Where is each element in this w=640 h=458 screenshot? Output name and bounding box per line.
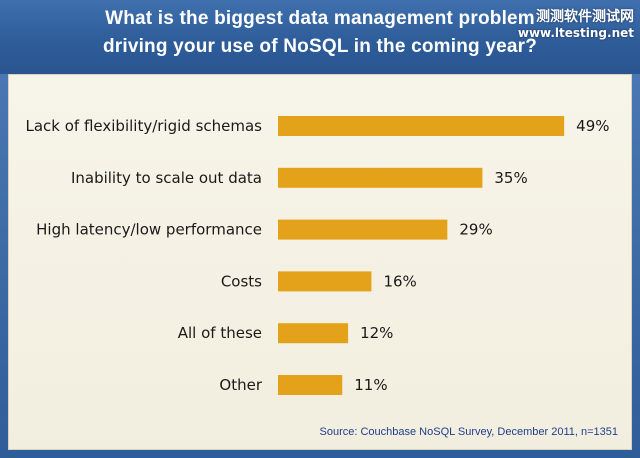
source-note: Source: Couchbase NoSQL Survey, December… [319,426,619,438]
bottom-border-strip [0,450,640,458]
chart-header: What is the biggest data management prob… [0,0,640,74]
bar [278,116,565,136]
category-label: Other [219,376,262,394]
value-label: 16% [383,272,416,290]
chart-title-line-2: driving your use of NoSQL in the coming … [102,36,538,57]
value-label: 35% [494,169,527,187]
category-label: Costs [221,272,262,290]
category-label: High latency/low performance [36,221,262,239]
bar [278,375,343,395]
value-label: 49% [576,117,609,135]
bar [278,167,483,188]
watermark-line-2: www.ltesting.net [517,26,634,40]
left-border-strip [0,74,8,458]
chart-title-line-1: What is the biggest data management prob… [105,8,535,29]
category-label: Inability to scale out data [71,169,262,187]
value-label: 12% [360,324,393,342]
bar [278,271,372,292]
bar [278,219,448,240]
watermark-line-1: 测测软件测试网 [536,9,634,25]
category-label: All of these [178,324,262,342]
value-label: 11% [354,376,387,394]
right-border-strip [632,74,640,458]
category-label: Lack of flexibility/rigid schemas [26,117,263,135]
value-label: 29% [459,221,492,239]
bar [278,323,349,344]
